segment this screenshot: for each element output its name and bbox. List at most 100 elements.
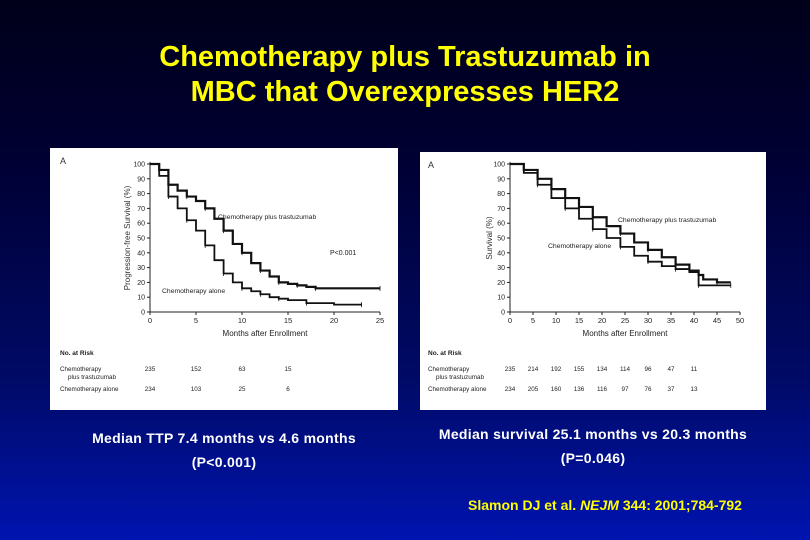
x-tick-label: 5 xyxy=(194,316,198,325)
risk-table-header: No. at Risk xyxy=(428,350,462,357)
risk-count: 192 xyxy=(551,366,562,373)
caption-survival: Median survival 25.1 months vs 20.3 mont… xyxy=(418,422,768,470)
risk-table-header: No. at Risk xyxy=(60,350,94,357)
risk-count: 6 xyxy=(286,386,290,393)
slide-title-line1: Chemotherapy plus Trastuzumab in xyxy=(159,41,651,73)
x-tick-label: 20 xyxy=(330,316,338,325)
y-tick-label: 30 xyxy=(137,265,145,272)
x-tick-label: 25 xyxy=(621,316,629,325)
x-tick-label: 35 xyxy=(667,316,675,325)
caption-ttp-line2: (P<0.001) xyxy=(191,454,257,470)
risk-count: 97 xyxy=(621,386,629,393)
x-tick-label: 0 xyxy=(148,316,152,325)
caption-ttp: Median TTP 7.4 months vs 4.6 months (P<0… xyxy=(50,426,398,474)
risk-row-label: Chemotherapy xyxy=(428,366,470,373)
risk-count: 116 xyxy=(597,386,608,393)
y-tick-label: 60 xyxy=(497,221,505,228)
risk-count: 103 xyxy=(191,386,202,393)
x-axis-label: Months after Enrollment xyxy=(223,329,309,338)
chart-panel-survival: A 0 10 20 30 40 50 60 70 80 90 100 0 5 10 15 20 25 30 35 40 4… xyxy=(420,152,766,410)
citation-rest: 344: 2001;784-792 xyxy=(618,497,742,513)
y-tick-label: 0 xyxy=(501,310,505,317)
risk-count: 214 xyxy=(528,366,539,373)
risk-count: 63 xyxy=(238,366,246,373)
x-tick-label: 10 xyxy=(238,316,246,325)
x-tick-label: 40 xyxy=(690,316,698,325)
y-axis-label: Survival (%) xyxy=(485,216,494,259)
series-line-trastuzumab xyxy=(150,162,380,290)
x-tick-label: 25 xyxy=(376,316,384,325)
slide-title-line2: MBC that Overexpresses HER2 xyxy=(190,76,620,108)
x-tick-label: 45 xyxy=(713,316,721,325)
x-tick-label: 5 xyxy=(531,316,535,325)
citation: Slamon DJ et al. NEJM 344: 2001;784-792 xyxy=(440,497,770,513)
panel-label: A xyxy=(428,160,434,170)
risk-count: 234 xyxy=(145,386,156,393)
y-tick-label: 100 xyxy=(133,162,145,169)
risk-count: 136 xyxy=(574,386,585,393)
chart-panel-ttp: A 0 10 20 30 40 50 60 70 80 90 100 0 5 10 15 20 25 Progres… xyxy=(50,148,398,410)
risk-count: 11 xyxy=(691,366,698,373)
citation-journal: NEJM xyxy=(580,497,619,513)
caption-survival-line2: (P=0.046) xyxy=(560,450,626,466)
risk-count: 114 xyxy=(620,366,631,373)
risk-count: 235 xyxy=(145,366,156,373)
risk-count: 152 xyxy=(191,366,202,373)
x-tick-label: 20 xyxy=(598,316,606,325)
y-tick-label: 40 xyxy=(497,250,505,257)
caption-ttp-line1: Median TTP 7.4 months vs 4.6 months xyxy=(92,430,356,446)
risk-count: 160 xyxy=(551,386,562,393)
risk-row-label: Chemotherapy alone xyxy=(428,386,487,393)
series-label-chemo-alone: Chemotherapy alone xyxy=(548,243,611,250)
risk-count: 47 xyxy=(667,366,675,373)
risk-row-label: Chemotherapy alone xyxy=(60,386,119,393)
risk-count: 235 xyxy=(505,366,516,373)
x-tick-label: 10 xyxy=(552,316,560,325)
series-line-chemo-alone xyxy=(510,163,731,287)
risk-count: 37 xyxy=(667,386,675,393)
y-tick-label: 70 xyxy=(137,206,145,213)
risk-row-label-cont: plus trastuzumab xyxy=(436,374,484,381)
y-axis-label: Progression-free Survival (%) xyxy=(123,185,132,290)
y-tick-label: 10 xyxy=(497,295,505,302)
y-tick-label: 40 xyxy=(137,250,145,257)
y-tick-label: 0 xyxy=(141,310,145,317)
y-tick-label: 80 xyxy=(497,191,505,198)
ttp-kaplan-meier-chart: A 0 10 20 30 40 50 60 70 80 90 100 0 5 10 15 20 25 Progres… xyxy=(60,156,384,393)
y-tick-label: 60 xyxy=(137,221,145,228)
p-value-annotation: P<0.001 xyxy=(330,250,356,257)
risk-count: 76 xyxy=(644,386,652,393)
risk-row-label-cont: plus trastuzumab xyxy=(68,374,116,381)
panel-label: A xyxy=(60,156,66,166)
y-tick-label: 100 xyxy=(493,162,505,169)
y-tick-label: 80 xyxy=(137,191,145,198)
survival-kaplan-meier-chart: A 0 10 20 30 40 50 60 70 80 90 100 0 5 10 15 20 25 30 35 40 4… xyxy=(428,160,744,393)
x-tick-label: 15 xyxy=(575,316,583,325)
risk-count: 25 xyxy=(238,386,246,393)
y-tick-label: 50 xyxy=(137,236,145,243)
x-tick-label: 50 xyxy=(736,316,744,325)
x-tick-label: 0 xyxy=(508,316,512,325)
x-axis-label: Months after Enrollment xyxy=(583,329,669,338)
risk-count: 234 xyxy=(505,386,516,393)
series-line-chemo-alone xyxy=(150,163,362,306)
series-label-chemo-alone: Chemotherapy alone xyxy=(162,288,225,295)
slide-title: Chemotherapy plus Trastuzumab in MBC tha… xyxy=(0,40,810,110)
series-label-trastuzumab: Chemotherapy plus trastuzumab xyxy=(618,217,716,224)
y-tick-label: 30 xyxy=(497,265,505,272)
risk-row-label: Chemotherapy xyxy=(60,366,102,373)
risk-count: 96 xyxy=(644,366,652,373)
risk-count: 134 xyxy=(597,366,608,373)
y-tick-label: 50 xyxy=(497,236,505,243)
y-tick-label: 10 xyxy=(137,295,145,302)
y-tick-label: 20 xyxy=(137,280,145,287)
y-tick-label: 20 xyxy=(497,280,505,287)
series-label-trastuzumab: Chemotherapy plus trastuzumab xyxy=(218,214,316,221)
caption-survival-line1: Median survival 25.1 months vs 20.3 mont… xyxy=(438,426,748,442)
risk-count: 205 xyxy=(528,386,539,393)
y-tick-label: 90 xyxy=(137,176,145,183)
citation-authors: Slamon DJ et al. xyxy=(468,497,581,513)
y-tick-label: 90 xyxy=(497,176,505,183)
y-tick-label: 70 xyxy=(497,206,505,213)
risk-count: 13 xyxy=(690,386,698,393)
